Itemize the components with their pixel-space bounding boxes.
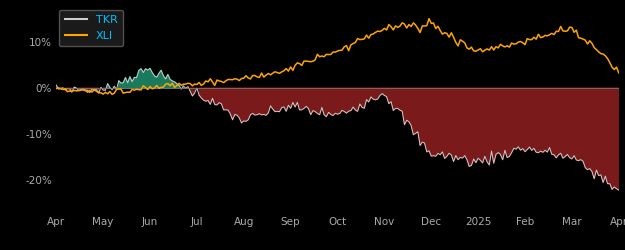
Legend: TKR, XLI: TKR, XLI [59, 10, 123, 46]
